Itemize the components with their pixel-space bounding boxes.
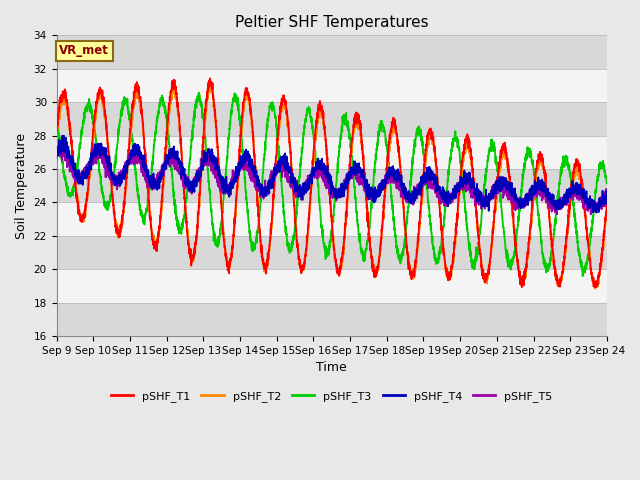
pSHF_T3 (264, 119, 271, 124)
pSHF_T1 (115, 228, 123, 233)
Bar (56, 303, 607, 336)
Bar (56, 236, 607, 269)
Title: Peltier SHF Temperatures: Peltier SHF Temperatures (235, 15, 429, 30)
Bar (56, 169, 607, 203)
pSHF_T2 (170, 81, 178, 86)
pSHF_T1 (288, 167, 296, 172)
Legend: pSHF_T1, pSHF_T2, pSHF_T3, pSHF_T4, pSHF_T5: pSHF_T1, pSHF_T2, pSHF_T3, pSHF_T4, pSHF… (106, 387, 557, 407)
pSHF_T4 (60, 133, 68, 139)
Bar (56, 269, 607, 303)
pSHF_T4 (593, 204, 600, 210)
Line: pSHF_T5: pSHF_T5 (56, 144, 607, 215)
Bar (56, 102, 607, 136)
pSHF_T3 (148, 168, 156, 173)
pSHF_T5 (603, 197, 611, 203)
Line: pSHF_T3: pSHF_T3 (56, 93, 607, 276)
pSHF_T3 (533, 196, 541, 202)
Bar (56, 69, 607, 102)
Line: pSHF_T2: pSHF_T2 (56, 84, 607, 288)
pSHF_T2 (148, 231, 156, 237)
pSHF_T3 (115, 125, 123, 131)
Bar (56, 36, 607, 69)
pSHF_T5 (56, 141, 63, 147)
pSHF_T2 (288, 168, 296, 173)
pSHF_T2 (533, 170, 541, 176)
pSHF_T5 (593, 200, 600, 205)
pSHF_T1 (264, 250, 271, 256)
pSHF_T5 (148, 179, 156, 185)
pSHF_T4 (148, 184, 156, 190)
pSHF_T3 (195, 90, 203, 96)
pSHF_T1 (533, 158, 541, 164)
pSHF_T5 (533, 192, 541, 197)
pSHF_T5 (52, 155, 60, 161)
pSHF_T1 (52, 130, 60, 135)
pSHF_T5 (116, 184, 124, 190)
pSHF_T2 (591, 286, 599, 291)
X-axis label: Time: Time (316, 361, 347, 374)
pSHF_T2 (603, 208, 611, 214)
pSHF_T4 (288, 173, 296, 179)
pSHF_T5 (264, 192, 271, 198)
Bar (56, 136, 607, 169)
pSHF_T4 (533, 186, 541, 192)
pSHF_T3 (593, 185, 600, 191)
pSHF_T1 (593, 284, 600, 290)
pSHF_T1 (591, 285, 599, 290)
pSHF_T4 (52, 146, 60, 152)
pSHF_T1 (206, 75, 214, 81)
pSHF_T2 (264, 261, 271, 266)
pSHF_T4 (116, 172, 124, 178)
pSHF_T2 (52, 135, 60, 141)
pSHF_T2 (593, 278, 600, 284)
pSHF_T3 (52, 117, 60, 123)
Line: pSHF_T1: pSHF_T1 (56, 78, 607, 288)
Bar (56, 203, 607, 236)
pSHF_T5 (288, 181, 296, 187)
pSHF_T3 (579, 273, 586, 279)
Y-axis label: Soil Temperature: Soil Temperature (15, 133, 28, 239)
pSHF_T3 (288, 245, 296, 251)
pSHF_T4 (603, 197, 611, 203)
pSHF_T4 (264, 188, 271, 193)
pSHF_T2 (115, 230, 123, 236)
pSHF_T5 (587, 212, 595, 217)
pSHF_T4 (592, 210, 600, 216)
Text: VR_met: VR_met (60, 44, 109, 57)
Line: pSHF_T4: pSHF_T4 (56, 136, 607, 213)
pSHF_T1 (603, 206, 611, 212)
pSHF_T3 (603, 180, 611, 186)
pSHF_T1 (148, 237, 156, 242)
